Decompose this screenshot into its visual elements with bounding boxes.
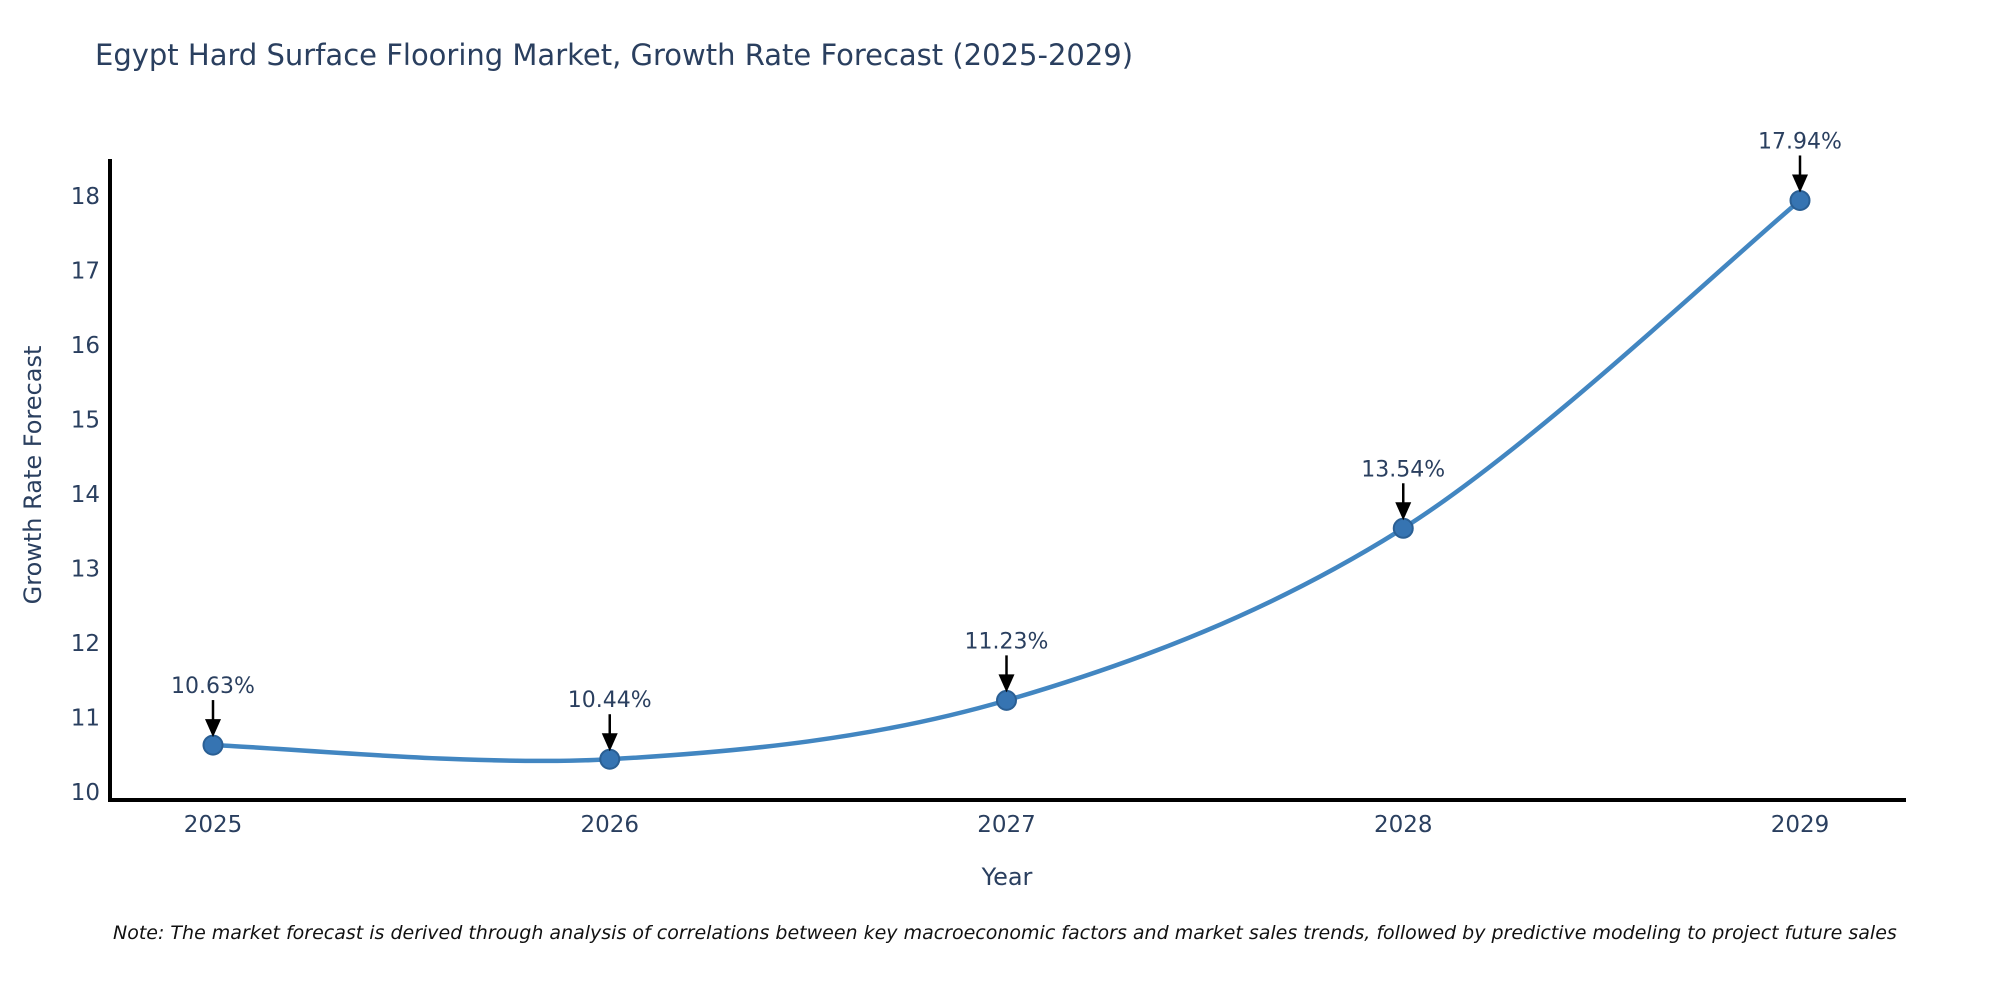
data-point-marker	[599, 748, 621, 770]
data-point-label: 10.44%	[568, 688, 652, 713]
y-tick-label: 12	[71, 631, 100, 657]
data-series	[202, 189, 1811, 770]
x-tick-label: 2028	[1374, 812, 1433, 838]
y-tick-label: 11	[71, 706, 100, 732]
y-axis-title: Growth Rate Forecast	[19, 345, 47, 605]
data-point-label: 13.54%	[1361, 457, 1445, 482]
chart-title: Egypt Hard Surface Flooring Market, Grow…	[95, 38, 1134, 72]
x-axis-title: Year	[981, 863, 1033, 891]
y-tick-label: 16	[71, 333, 100, 359]
y-tick-label: 17	[71, 259, 100, 285]
y-tick-label: 10	[71, 780, 100, 806]
x-tick-label: 2025	[184, 812, 243, 838]
data-annotations: 10.63% 10.44% 11.23% 13.54% 17.94%	[171, 129, 1842, 752]
down-arrow-icon	[998, 674, 1015, 693]
y-axis-ticks: 10 11 12 13 14 15 16 17 18	[71, 184, 100, 806]
x-tick-label: 2026	[580, 812, 639, 838]
y-tick-label: 15	[71, 408, 100, 434]
data-point-label: 11.23%	[965, 629, 1049, 654]
x-tick-label: 2029	[1771, 812, 1830, 838]
down-arrow-icon	[601, 733, 618, 752]
down-arrow-icon	[1792, 174, 1808, 193]
data-point-marker	[1789, 189, 1811, 211]
data-point-label: 10.63%	[171, 674, 255, 699]
data-point-marker	[1392, 517, 1414, 539]
y-tick-label: 14	[71, 482, 100, 508]
down-arrow-icon	[205, 719, 221, 738]
x-axis-ticks: 2025 2026 2027 2028 2029	[184, 812, 1830, 838]
x-tick-label: 2027	[977, 812, 1036, 838]
down-arrow-icon	[1395, 502, 1412, 521]
y-tick-label: 13	[71, 557, 100, 583]
chart-note: Note: The market forecast is derived thr…	[113, 922, 1897, 944]
data-point-label: 17.94%	[1758, 129, 1842, 154]
data-point-marker	[202, 734, 224, 756]
y-tick-label: 18	[71, 184, 100, 210]
data-point-marker	[996, 689, 1017, 711]
